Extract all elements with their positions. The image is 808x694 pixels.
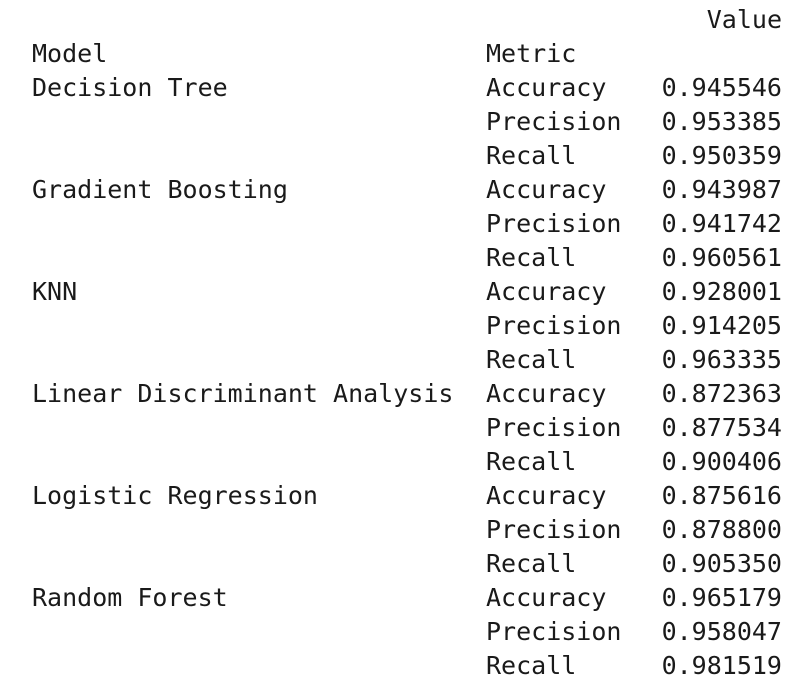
metric-cell: Precision xyxy=(486,107,622,136)
metric-cell: Recall xyxy=(486,243,577,272)
model-index-header: Model xyxy=(32,39,108,68)
value-cell: 0.953385 xyxy=(661,107,782,136)
table-row: Recall 0.905350 xyxy=(0,547,808,581)
model-cell: Logistic Regression xyxy=(32,481,318,510)
table-row: KNN Accuracy 0.928001 xyxy=(0,275,808,309)
table-row: Logistic Regression Accuracy 0.875616 xyxy=(0,479,808,513)
value-cell: 0.943987 xyxy=(661,175,782,204)
value-cell: 0.981519 xyxy=(661,651,782,680)
table-row: Decision Tree Accuracy 0.945546 xyxy=(0,71,808,105)
table-row: Precision 0.958047 xyxy=(0,615,808,649)
model-cell: Gradient Boosting xyxy=(32,175,288,204)
table-row: Precision 0.953385 xyxy=(0,105,808,139)
value-cell: 0.945546 xyxy=(661,73,782,102)
dataframe-output: Value Model Metric Decision Tree Accuracy… xyxy=(0,3,808,683)
model-cell: Linear Discriminant Analysis xyxy=(32,379,454,408)
header-row-value: Value xyxy=(0,3,808,37)
value-cell: 0.965179 xyxy=(661,583,782,612)
table-row: Linear Discriminant Analysis Accuracy 0.87… xyxy=(0,377,808,411)
value-cell: 0.900406 xyxy=(661,447,782,476)
table-row: Precision 0.878800 xyxy=(0,513,808,547)
metric-cell: Recall xyxy=(486,651,577,680)
value-cell: 0.875616 xyxy=(661,481,782,510)
table-row: Recall 0.981519 xyxy=(0,649,808,683)
model-cell: Random Forest xyxy=(32,583,228,612)
metric-cell: Precision xyxy=(486,209,622,238)
table-row: Recall 0.963335 xyxy=(0,343,808,377)
model-cell: KNN xyxy=(32,277,78,306)
metric-cell: Precision xyxy=(486,413,622,442)
value-cell: 0.928001 xyxy=(661,277,782,306)
value-cell: 0.960561 xyxy=(661,243,782,272)
table-row: Recall 0.950359 xyxy=(0,139,808,173)
metric-cell: Recall xyxy=(486,549,577,578)
metric-cell: Accuracy xyxy=(486,481,607,510)
table-row: Random Forest Accuracy 0.965179 xyxy=(0,581,808,615)
metric-cell: Precision xyxy=(486,311,622,340)
value-cell: 0.914205 xyxy=(661,311,782,340)
table-row: Recall 0.960561 xyxy=(0,241,808,275)
metric-cell: Precision xyxy=(486,515,622,544)
model-cell: Decision Tree xyxy=(32,73,228,102)
value-cell: 0.950359 xyxy=(661,141,782,170)
table-row: Precision 0.914205 xyxy=(0,309,808,343)
metric-cell: Accuracy xyxy=(486,583,607,612)
value-cell: 0.905350 xyxy=(661,549,782,578)
metric-cell: Accuracy xyxy=(486,379,607,408)
table-row: Precision 0.877534 xyxy=(0,411,808,445)
table-row: Precision 0.941742 xyxy=(0,207,808,241)
value-cell: 0.878800 xyxy=(661,515,782,544)
value-column-header: Value xyxy=(706,5,782,34)
metric-cell: Accuracy xyxy=(486,277,607,306)
value-cell: 0.958047 xyxy=(661,617,782,646)
metric-cell: Accuracy xyxy=(486,73,607,102)
value-cell: 0.941742 xyxy=(661,209,782,238)
table-row: Gradient Boosting Accuracy 0.943987 xyxy=(0,173,808,207)
metric-cell: Recall xyxy=(486,141,577,170)
header-row-index: Model Metric xyxy=(0,37,808,71)
metric-cell: Recall xyxy=(486,447,577,476)
metric-cell: Recall xyxy=(486,345,577,374)
table-row: Recall 0.900406 xyxy=(0,445,808,479)
value-cell: 0.872363 xyxy=(661,379,782,408)
metric-index-header: Metric xyxy=(486,39,577,68)
table-body: Decision Tree Accuracy 0.945546 Precision 0.… xyxy=(0,71,808,683)
value-cell: 0.877534 xyxy=(661,413,782,442)
metric-cell: Precision xyxy=(486,617,622,646)
metric-cell: Accuracy xyxy=(486,175,607,204)
value-cell: 0.963335 xyxy=(661,345,782,374)
